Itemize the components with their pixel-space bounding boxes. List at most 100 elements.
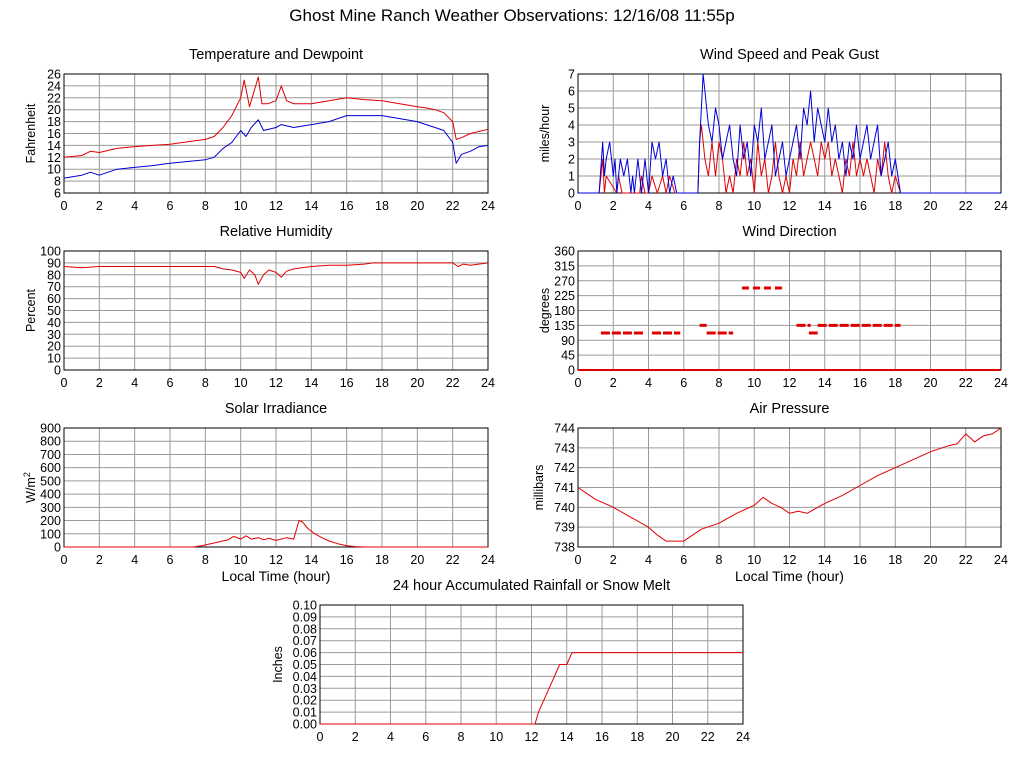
pressure-y-axis-label-text: millibars [532,465,546,511]
pressure-x-tick-label: 14 [818,553,832,567]
rain-x-tick-label: 22 [701,730,715,744]
direction-x-tick-label: 24 [994,376,1008,390]
wind-x-tick-label: 4 [645,199,652,213]
humidity-y-tick-label: 80 [47,268,61,282]
solar-x-axis-label: Local Time (hour) [222,568,331,584]
solar-y-tick-label: 200 [40,514,61,528]
solar-x-tick-label: 4 [131,553,138,567]
direction-x-tick-label: 2 [610,376,617,390]
solar-y-tick-label: 400 [40,488,61,502]
rain-x-tick-label: 4 [387,730,394,744]
solar-y-tick-label: 700 [40,448,61,462]
solar-plot-frame [63,427,489,548]
rain-x-tick-label: 18 [630,730,644,744]
solar-y-axis-label-superscript: 2 [22,472,32,477]
humidity-y-tick-label: 100 [40,245,61,259]
direction-x-tick-label: 22 [959,376,973,390]
solar-x-tick-label: 8 [202,553,209,567]
solar-y-tick-label: 0 [54,541,61,555]
solar-y-tick-label: 500 [40,474,61,488]
temp-x-tick-label: 6 [167,199,174,213]
pressure-y-tick-label: 742 [554,461,575,475]
pressure-x-tick-label: 8 [716,553,723,567]
solar-x-tick-label: 22 [446,553,460,567]
rain-chart-title: 24 hour Accumulated Rainfall or Snow Mel… [393,578,670,594]
solar-chart-title: Solar Irradiance [225,401,327,417]
humidity-y-tick-label: 60 [47,292,61,306]
rain-y-tick-label: 0.05 [293,658,317,672]
temp-y-tick-label: 18 [47,115,61,129]
temp-x-tick-label: 0 [61,199,68,213]
pressure-y-tick-label: 740 [554,501,575,515]
direction-x-tick-label: 12 [783,376,797,390]
wind-y-tick-label: 2 [568,153,575,167]
pressure-series-air-pressure [577,427,1002,542]
humidity-y-axis-label-text: Percent [24,288,38,332]
temp-y-tick-label: 16 [47,127,61,141]
pressure-y-tick-label: 743 [554,441,575,455]
solar-x-tick-label: 16 [340,553,354,567]
rain-y-axis-label: Inches [271,646,285,683]
temp-x-tick-label: 22 [446,199,460,213]
humidity-y-tick-label: 0 [54,364,61,378]
direction-y-tick-label: 0 [568,364,575,378]
direction-x-tick-label: 16 [853,376,867,390]
temp-y-tick-label: 10 [47,163,61,177]
wind-y-axis-label-text: miles/hour [538,105,552,163]
direction-x-tick-label: 18 [888,376,902,390]
wind-y-tick-label: 0 [568,187,575,201]
direction-y-tick-label: 90 [561,334,575,348]
solar-x-tick-label: 10 [234,553,248,567]
temp-x-tick-label: 20 [410,199,424,213]
humidity-x-tick-label: 20 [410,376,424,390]
solar-x-tick-label: 18 [375,553,389,567]
direction-y-axis-label: degrees [538,288,552,333]
humidity-chart-title: Relative Humidity [220,224,334,240]
solar-x-tick-label: 20 [410,553,424,567]
humidity-y-tick-label: 30 [47,328,61,342]
pressure-x-tick-label: 10 [747,553,761,567]
direction-chart-title: Wind Direction [742,224,836,240]
pressure-y-tick-label: 744 [554,422,575,436]
solar-y-tick-label: 800 [40,435,61,449]
wind-series-peak-gust [578,73,1001,194]
pressure-x-tick-label: 2 [610,553,617,567]
humidity-x-tick-label: 2 [96,376,103,390]
rain-y-tick-label: 0.03 [293,682,317,696]
direction-y-tick-label: 315 [554,259,575,273]
direction-y-tick-label: 135 [554,319,575,333]
solar-y-tick-label: 300 [40,501,61,515]
wind-y-tick-label: 4 [568,119,575,133]
solar-y-tick-label: 600 [40,461,61,475]
direction-x-tick-label: 20 [924,376,938,390]
temp-y-tick-label: 8 [54,175,61,189]
pressure-x-axis-label: Local Time (hour) [735,568,844,584]
humidity-x-tick-label: 0 [61,376,68,390]
temp-x-tick-label: 24 [481,199,495,213]
rain-y-tick-label: 0.10 [293,599,317,613]
pressure-y-axis-label: millibars [532,465,546,511]
temp-x-tick-label: 10 [234,199,248,213]
humidity-y-tick-label: 20 [47,340,61,354]
humidity-plot-frame [63,250,489,371]
rain-x-tick-label: 0 [317,730,324,744]
direction-x-tick-label: 4 [645,376,652,390]
solar-y-tick-label: 900 [40,422,61,436]
wind-x-tick-label: 8 [716,199,723,213]
direction-y-tick-label: 270 [554,274,575,288]
solar-x-tick-label: 2 [96,553,103,567]
rain-y-tick-label: 0.00 [293,718,317,732]
humidity-y-axis-label: Percent [24,288,38,332]
rain-x-tick-label: 8 [458,730,465,744]
pressure-y-tick-label: 738 [554,541,575,555]
humidity-x-tick-label: 4 [131,376,138,390]
rain-y-tick-label: 0.08 [293,622,317,636]
rain-x-tick-label: 10 [489,730,503,744]
page-title: Ghost Mine Ranch Weather Observations: 1… [289,6,735,25]
wind-y-tick-label: 7 [568,68,575,82]
temp-x-tick-label: 8 [202,199,209,213]
temp-y-axis-label: Fahrenheit [24,103,38,163]
solar-x-tick-label: 24 [481,553,495,567]
temp-series-temperature [63,76,489,158]
